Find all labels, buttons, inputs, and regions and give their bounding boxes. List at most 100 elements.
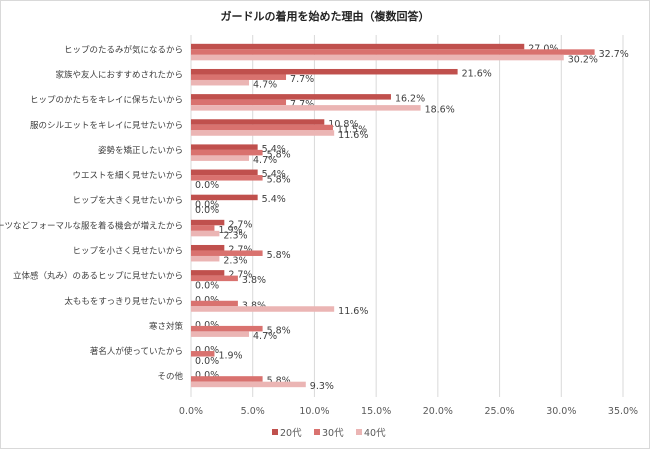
data-label: 0.0% [195, 370, 219, 381]
data-label: 5.4% [262, 194, 286, 205]
data-label: 1.9% [218, 351, 242, 362]
data-label: 5.8% [267, 175, 291, 186]
bar-30代 [191, 225, 215, 231]
bar-20代 [191, 270, 225, 276]
category-label: 家族や友人におすすめされたから [55, 69, 183, 80]
bar-40代 [191, 331, 250, 337]
x-tick-label: 30.0% [546, 406, 576, 417]
data-label: 11.6% [338, 130, 368, 141]
data-label: 4.7% [253, 331, 277, 342]
x-tick-label: 15.0% [361, 406, 391, 417]
bar-30代 [191, 250, 263, 256]
data-label: 27.0% [528, 43, 558, 54]
data-label: 5.8% [267, 325, 291, 336]
category-label: 著名人が使っていたから [90, 346, 183, 357]
category-label: 太ももをすっきり見せたいから [64, 296, 183, 307]
category-label: ヒップを小さく見せたいから [72, 245, 183, 256]
bar-40代 [191, 130, 335, 136]
bar-30代 [191, 175, 263, 181]
bar-30代 [191, 99, 287, 106]
category-label: スーツなどフォーマルな服を着る機会が増えたから [0, 220, 183, 231]
data-label: 4.7% [253, 155, 277, 166]
data-label: 4.7% [253, 79, 277, 90]
data-label: 16.2% [395, 94, 425, 105]
bar-20代 [191, 68, 458, 75]
data-label: 0.0% [195, 180, 219, 191]
legend-swatch-20代 [272, 429, 278, 435]
x-tick-label: 0.0% [179, 406, 203, 417]
bar-30代 [191, 74, 287, 80]
data-label: 0.0% [195, 295, 219, 306]
data-label: 0.0% [195, 356, 219, 367]
legend-label: 40代 [364, 428, 386, 439]
bar-30代 [191, 376, 263, 382]
bar-20代 [191, 119, 325, 125]
data-label: 2.3% [223, 230, 247, 241]
bar-40代 [191, 155, 250, 161]
data-label: 1.9% [218, 225, 242, 236]
bar-20代 [191, 43, 525, 50]
bar-20代 [191, 94, 391, 100]
data-label: 0.0% [195, 205, 219, 216]
category-label: 寒さ対策 [149, 321, 184, 332]
category-label: ウエストを細く見せたいから [72, 170, 183, 181]
x-tick-label: 35.0% [608, 406, 638, 417]
data-label: 7.7% [290, 99, 314, 110]
bar-30代 [191, 149, 263, 156]
category-label: 立体感（丸み）のあるヒップに見せたいから [13, 271, 183, 282]
data-label: 5.4% [262, 144, 286, 155]
bar-40代 [191, 54, 564, 61]
x-tick-label: 25.0% [484, 406, 514, 417]
data-label: 2.7% [228, 219, 252, 230]
x-tick-label: 20.0% [423, 406, 453, 417]
data-label: 5.8% [267, 149, 291, 160]
chart-title: ガードルの着用を始めた理由（複数回答） [220, 10, 430, 23]
data-label: 0.0% [195, 320, 219, 331]
legend-label: 30代 [322, 428, 344, 439]
bar-20代 [191, 194, 258, 201]
data-label: 32.7% [599, 49, 629, 60]
x-tick-label: 5.0% [241, 406, 265, 417]
category-label: 服のシルエットをキレイに見せたいから [30, 121, 183, 131]
bar-20代 [191, 244, 225, 251]
legend-swatch-30代 [314, 429, 320, 435]
data-label: 5.8% [267, 376, 291, 387]
data-label: 30.2% [568, 54, 598, 65]
bar-40代 [191, 230, 220, 237]
data-label: 11.6% [338, 306, 368, 317]
bar-40代 [191, 79, 250, 86]
data-label: 9.3% [310, 381, 334, 392]
category-label: ヒップのたるみが気になるから [64, 44, 183, 55]
data-label: 0.0% [195, 200, 219, 211]
bar-20代 [191, 169, 258, 176]
data-label: 2.3% [223, 255, 247, 266]
bar-40代 [191, 381, 306, 388]
data-label: 2.7% [228, 244, 252, 255]
data-label: 5.4% [262, 169, 286, 180]
data-label: 0.0% [195, 345, 219, 356]
category-label: ヒップのかたちをキレイに保ちたいから [30, 95, 183, 106]
category-label: その他 [157, 371, 183, 382]
data-label: 18.6% [425, 105, 455, 116]
legend-label: 20代 [280, 428, 302, 439]
category-label: 姿勢を矯正したいから [98, 145, 183, 156]
bar-40代 [191, 306, 335, 312]
bar-30代 [191, 300, 238, 307]
category-label: ヒップを大きく見せたいから [72, 195, 183, 206]
bar-30代 [191, 351, 215, 357]
data-label: 2.7% [228, 270, 252, 281]
legend-swatch-40代 [356, 429, 362, 435]
data-label: 0.0% [195, 281, 219, 292]
bar-30代 [191, 49, 595, 55]
data-label: 21.6% [462, 68, 492, 79]
x-tick-label: 10.0% [299, 406, 329, 417]
bar-20代 [191, 144, 258, 150]
bar-40代 [191, 105, 421, 111]
bar-40代 [191, 255, 220, 262]
data-label: 10.8% [328, 119, 358, 130]
data-label: 3.8% [242, 300, 266, 311]
data-label: 11.5% [337, 124, 367, 135]
data-label: 3.8% [242, 275, 266, 286]
bar-20代 [191, 219, 225, 226]
